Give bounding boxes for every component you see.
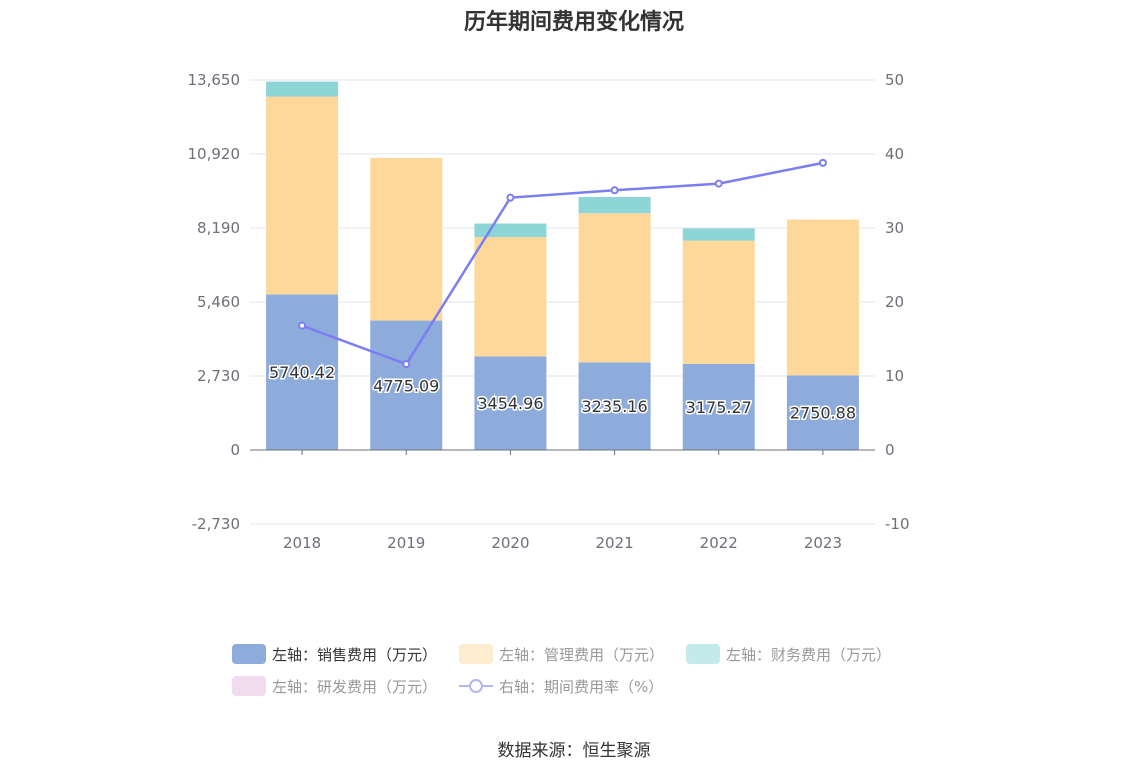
left-axis-tick-label: 2,730 (197, 367, 240, 385)
data-label: 3175.27 (686, 398, 752, 417)
legend-label-sales: 左轴：销售费用（万元） (272, 645, 438, 664)
bar-segment (786, 219, 859, 376)
legend-row-2: 左轴：研发费用（万元） 右轴：期间费用率（%） (232, 670, 932, 702)
bar-layer (266, 81, 859, 450)
left-axis-tick-label: 10,920 (188, 145, 241, 163)
legend-item-rate[interactable]: 右轴：期间费用率（%） (459, 676, 663, 697)
right-axis-tick-label: -10 (885, 515, 910, 533)
bar-segment (578, 196, 651, 214)
legend-label-rate: 右轴：期间费用率（%） (499, 677, 664, 696)
bar-segment (682, 240, 755, 364)
bar-segment (370, 157, 443, 321)
legend: 左轴：销售费用（万元） 左轴：管理费用（万元） 左轴：财务费用（万元） 左轴：研… (232, 638, 932, 702)
left-axis-tick-label: 5,460 (197, 293, 240, 311)
rate-point (610, 186, 619, 195)
bar-segment (266, 81, 339, 97)
legend-item-admin[interactable]: 左轴：管理费用（万元） (459, 644, 664, 665)
source-note: 数据来源：恒生聚源 (497, 741, 651, 761)
data-label: 3454.96 (477, 394, 543, 413)
grid-layer (250, 79, 875, 525)
rate-point (298, 321, 307, 330)
bar-segment (370, 320, 443, 450)
x-axis-tick-label: 2020 (491, 534, 529, 552)
bar-segment (266, 294, 339, 450)
left-axis-tick-label: 8,190 (197, 219, 240, 237)
legend-item-sales[interactable]: 左轴：销售费用（万元） (232, 644, 437, 665)
legend-swatch-admin (459, 644, 494, 664)
data-label: 5740.42 (269, 363, 335, 382)
legend-swatch-rnd (232, 676, 266, 696)
bar-segment (474, 237, 547, 357)
legend-label-admin: 左轴：管理费用（万元） (499, 645, 665, 664)
left-axis-tick-label: -2,730 (192, 515, 240, 533)
right-axis-tick-label: 30 (885, 219, 904, 237)
rate-point (714, 179, 723, 188)
bar-segment (474, 223, 547, 238)
chart-area: -2,730 0 2,730 5,460 8,190 10,920 13,650 -10 0 10… (188, 71, 910, 552)
bar-segment (786, 375, 859, 450)
x-axis-tick-label: 2021 (595, 534, 633, 552)
x-axis-tick-label: 2022 (700, 534, 738, 552)
bar-segment (578, 362, 651, 450)
right-axis-tick-label: 40 (885, 145, 904, 163)
legend-item-finance[interactable]: 左轴：财务费用（万元） (686, 644, 891, 665)
bar-segment (578, 213, 651, 363)
legend-row-1: 左轴：销售费用（万元） 左轴：管理费用（万元） 左轴：财务费用（万元） (232, 638, 932, 670)
chart-title: 历年期间费用变化情况 (463, 10, 684, 35)
rate-point (506, 193, 515, 202)
legend-item-rnd[interactable]: 左轴：研发费用（万元） (232, 676, 437, 697)
bar-segment (682, 363, 755, 450)
right-axis-tick-label: 20 (885, 293, 904, 311)
rate-point (402, 360, 411, 369)
right-axis-tick-label: 10 (885, 367, 904, 385)
bar-segment (682, 228, 755, 241)
data-label: 4775.09 (373, 376, 439, 395)
bar-segment (266, 96, 339, 295)
legend-line-marker-icon (459, 676, 494, 696)
axis-layer: -2,730 0 2,730 5,460 8,190 10,920 13,650 -10 0 10… (188, 71, 910, 552)
rate-line (301, 161, 824, 366)
left-axis-tick-label: 13,650 (188, 71, 241, 89)
x-axis-tick-label: 2023 (804, 534, 842, 552)
data-label: 3235.16 (581, 397, 647, 416)
left-axis-tick-label: 0 (230, 441, 240, 459)
rate-point (818, 158, 827, 167)
label-layer: 5740.42 4775.09 3454.96 3235.16 3175.27 2750.… (267, 362, 857, 425)
right-axis-tick-label: 0 (885, 441, 895, 459)
legend-swatch-sales (232, 644, 266, 664)
x-axis-tick-label: 2019 (387, 534, 425, 552)
x-axis-tick-label: 2018 (283, 534, 321, 552)
data-label: 2750.88 (790, 404, 856, 423)
line-layer (298, 158, 827, 369)
legend-label-finance: 左轴：财务费用（万元） (726, 645, 892, 664)
legend-label-rnd: 左轴：研发费用（万元） (272, 677, 438, 696)
bar-segment (474, 356, 547, 450)
right-axis-tick-label: 50 (885, 71, 904, 89)
legend-swatch-finance (686, 644, 721, 664)
